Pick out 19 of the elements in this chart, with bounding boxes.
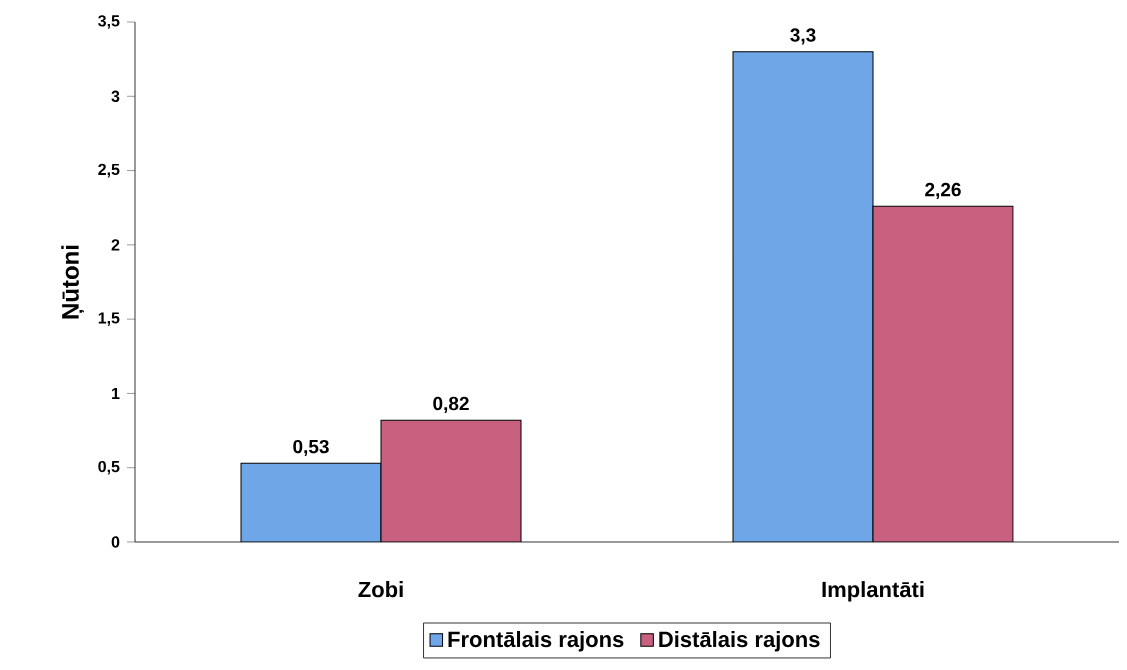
- x-tick-label: Implantāti: [822, 581, 924, 602]
- bar: [241, 463, 382, 542]
- data-label: 0,82: [433, 396, 469, 414]
- legend-label: Distālais rajons: [659, 631, 820, 652]
- data-label: 2,26: [925, 182, 961, 200]
- y-axis-title: Ņūtoni: [61, 245, 84, 319]
- legend-label: Frontālais rajons: [448, 631, 624, 652]
- y-tick-label: 0,5: [98, 460, 120, 475]
- x-tick-label: Zobi: [358, 581, 403, 598]
- y-tick-label: 1,5: [98, 312, 120, 326]
- y-tick-label: 3,5: [98, 15, 120, 29]
- y-tick-label: 0: [111, 536, 120, 548]
- y-tick-label: 3: [111, 90, 120, 102]
- data-label: 0,53: [293, 439, 329, 457]
- bar: [732, 51, 874, 542]
- y-tick-label: 2,5: [98, 163, 120, 178]
- data-label: 3,3: [790, 28, 816, 45]
- y-tick-label: 1: [112, 387, 120, 399]
- y-tick-label: 2: [111, 239, 120, 251]
